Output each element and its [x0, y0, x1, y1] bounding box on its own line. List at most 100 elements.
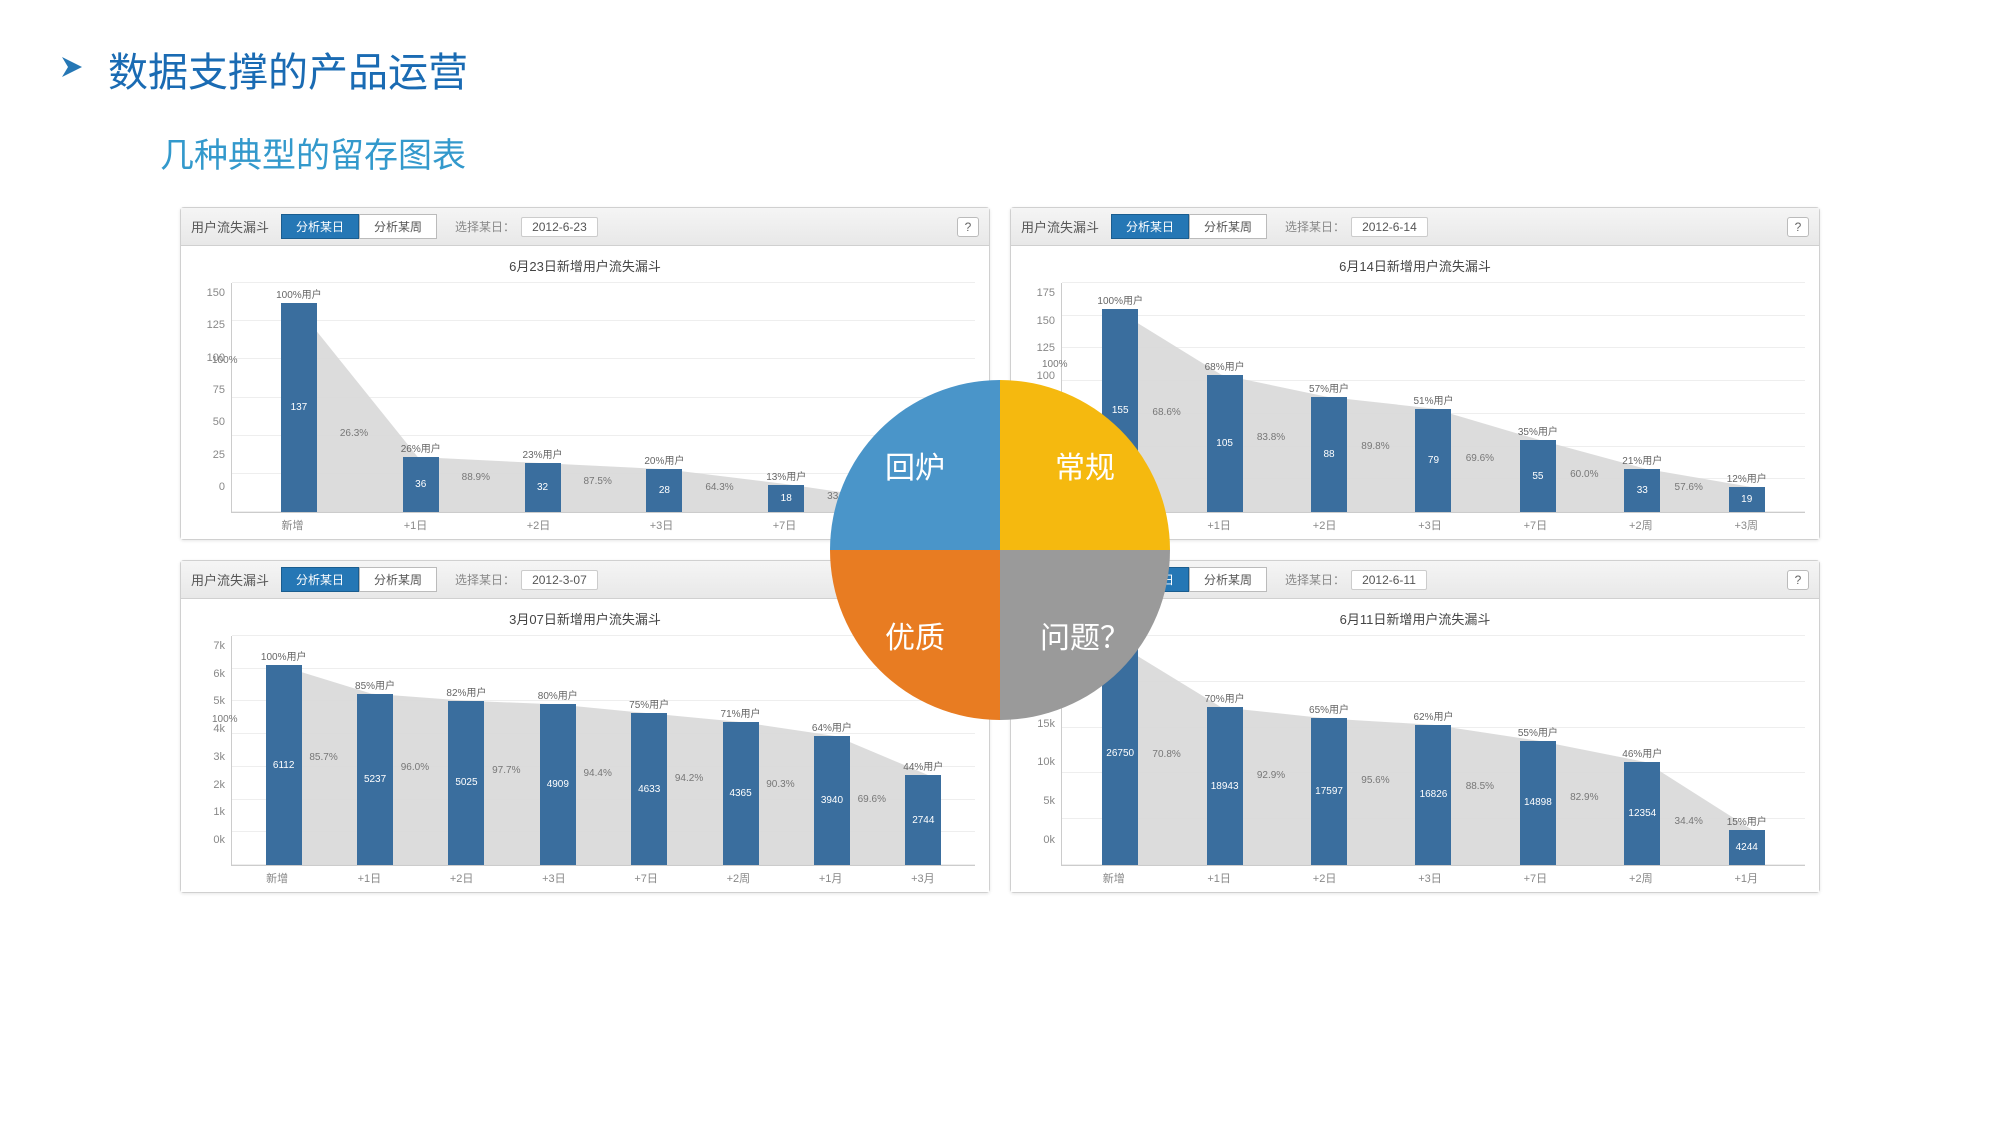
bar-top-label: 64%用户	[812, 719, 852, 734]
bar-slot: 82%用户502596.0%	[421, 636, 512, 865]
x-label: +7日	[600, 870, 692, 886]
bar: 12354	[1624, 762, 1660, 865]
y-tick: 1k	[213, 806, 225, 818]
help-button[interactable]: ?	[1787, 217, 1809, 237]
tab-day-button[interactable]: 分析某日	[281, 567, 359, 592]
bar: 4244	[1729, 830, 1765, 865]
tab-day-button[interactable]: 分析某日	[281, 214, 359, 239]
y-tick: 125	[1037, 342, 1055, 354]
between-pct: 97.7%	[492, 765, 520, 776]
bar: 36	[403, 457, 439, 512]
x-axis: 新增+1日+2日+3日+7日+2周+1月+3月	[195, 866, 975, 886]
bar-slot: 71%用户436594.2%	[695, 636, 786, 865]
date-value[interactable]: 2012-3-07	[521, 570, 598, 590]
x-label: +2日	[416, 870, 508, 886]
y-tick: 7k	[213, 640, 225, 652]
y-tick: 175	[1037, 287, 1055, 299]
bar-top-label: 26%用户	[401, 440, 441, 455]
between-pct: 95.6%	[1361, 775, 1389, 786]
x-label: +2周	[692, 870, 784, 886]
bar-value: 14898	[1524, 797, 1552, 808]
bar-slot: 15%用户424434.4%	[1695, 636, 1799, 865]
x-label: +1日	[1166, 870, 1271, 886]
page-title: 数据支撑的产品运营	[108, 40, 468, 98]
bar: 5025	[448, 701, 484, 865]
bar-slot: 55%用户1489888.5%	[1486, 636, 1590, 865]
x-axis: 新增+1日+2日+3日+7日+2周+1月	[1025, 866, 1805, 886]
y-tick: 3k	[213, 751, 225, 763]
bar-value: 19	[1741, 494, 1752, 505]
pie-quadrant-problem: 问题？	[1000, 550, 1170, 720]
help-button[interactable]: ?	[1787, 570, 1809, 590]
bar-top-label: 100%用户	[1097, 292, 1143, 307]
x-label: +2周	[1588, 517, 1693, 533]
tab-week-button[interactable]: 分析某周	[1189, 567, 1267, 592]
bar-value: 32	[537, 482, 548, 493]
bar: 88	[1311, 397, 1347, 512]
bar-top-label: 71%用户	[721, 705, 761, 720]
bar: 4365	[723, 722, 759, 865]
bar: 18	[768, 485, 804, 512]
bar-top-label: 62%用户	[1413, 708, 1453, 723]
help-button[interactable]: ?	[957, 217, 979, 237]
bar-value: 26750	[1106, 748, 1134, 759]
bar-value: 6112	[273, 760, 295, 771]
bar-value: 3940	[821, 795, 843, 806]
x-label: +1日	[323, 870, 415, 886]
bar: 5237	[357, 694, 393, 865]
bar-value: 79	[1428, 455, 1439, 466]
bar-value: 4909	[547, 779, 569, 790]
y-tick: 6k	[213, 668, 225, 680]
bar-top-label: 85%用户	[355, 677, 395, 692]
x-label: +1日	[354, 517, 477, 533]
bar-value: 55	[1532, 471, 1543, 482]
x-label: +2日	[1272, 517, 1377, 533]
bar: 105	[1207, 375, 1243, 512]
bar: 55	[1520, 440, 1556, 512]
bar-value: 4365	[729, 788, 751, 799]
date-label: 选择某日：	[1285, 218, 1345, 235]
date-value[interactable]: 2012-6-11	[1351, 570, 1427, 590]
bar: 137	[281, 303, 317, 512]
bar-slot: 57%用户8883.8%	[1277, 283, 1381, 512]
bar-top-label: 44%用户	[903, 758, 943, 773]
y-tick: 150	[1037, 315, 1055, 327]
tab-week-button[interactable]: 分析某周	[359, 214, 437, 239]
pie-quadrant-normal: 常规	[1000, 380, 1170, 550]
y-tick: 0k	[1043, 834, 1055, 846]
date-value[interactable]: 2012-6-23	[521, 217, 598, 237]
bar-top-label: 23%用户	[523, 446, 563, 461]
x-label: +2日	[1272, 870, 1377, 886]
tab-day-button[interactable]: 分析某日	[1111, 214, 1189, 239]
between-pct: 57.6%	[1675, 482, 1703, 493]
date-value[interactable]: 2012-6-14	[1351, 217, 1428, 237]
y-tick: 5k	[213, 695, 225, 707]
between-pct: 89.8%	[1361, 441, 1389, 452]
x-label: 新增	[1061, 870, 1166, 886]
bar-slot: 80%用户490997.7%	[512, 636, 603, 865]
tab-week-button[interactable]: 分析某周	[359, 567, 437, 592]
y-tick: 75	[213, 384, 225, 396]
bar: 3940	[814, 736, 850, 865]
bar-top-label: 68%用户	[1205, 358, 1245, 373]
bars-row: 100%100%用户2675070%用户1894370.8%65%用户17597…	[1062, 636, 1805, 865]
bar: 18943	[1207, 707, 1243, 865]
bar-slot: 21%用户3360.0%	[1590, 283, 1694, 512]
bar-slot: 100%100%用户6112	[238, 636, 329, 865]
bars-row: 100%100%用户15568%用户10568.6%57%用户8883.8%51…	[1062, 283, 1805, 512]
bar-slot: 65%用户1759792.9%	[1277, 636, 1381, 865]
tab-week-button[interactable]: 分析某周	[1189, 214, 1267, 239]
bar-top-label: 20%用户	[644, 452, 684, 467]
x-label: +7日	[1483, 517, 1588, 533]
between-pct: 34.4%	[1675, 816, 1703, 827]
bar: 14898	[1520, 741, 1556, 865]
bar-value: 16826	[1420, 789, 1448, 800]
x-label: +3日	[1377, 517, 1482, 533]
bar-top-label: 21%用户	[1622, 452, 1662, 467]
bar-top-label: 65%用户	[1309, 701, 1349, 716]
bar-slot: 13%用户1864.3%	[725, 283, 847, 512]
y-tick: 10k	[1037, 756, 1055, 768]
bar-top-label: 46%用户	[1622, 745, 1662, 760]
between-pct: 69.6%	[1466, 453, 1494, 464]
x-label: +3日	[1377, 870, 1482, 886]
